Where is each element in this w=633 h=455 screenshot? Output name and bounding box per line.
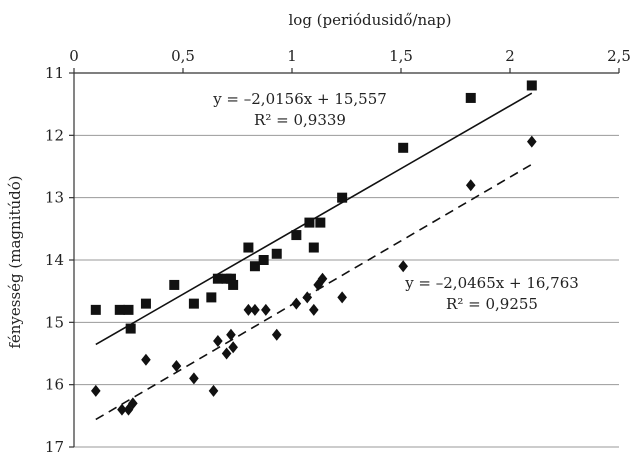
data-point-diamond (302, 291, 313, 304)
data-point-square (212, 273, 223, 284)
y-tick-label: 12 (45, 126, 64, 144)
data-point-square (315, 217, 326, 228)
data-point-square (206, 292, 217, 303)
data-point-diamond (317, 272, 328, 285)
data-point-square (90, 304, 101, 315)
y-tick-label: 17 (45, 438, 64, 455)
data-point-square (123, 304, 134, 315)
data-point-square (228, 279, 239, 290)
x-tick-label: 0 (69, 47, 79, 65)
data-point-diamond (261, 303, 271, 316)
data-point-diamond (213, 335, 223, 348)
y-axis-title: fényesség (magnitúdó) (6, 175, 24, 348)
data-point-square (258, 255, 269, 265)
data-point-square (225, 273, 236, 284)
grid-lines (74, 134, 619, 448)
data-point-diamond (337, 291, 347, 304)
data-point-square (140, 298, 151, 309)
x-tick-label: 1 (287, 47, 297, 65)
data-point-diamond (171, 359, 182, 372)
data-point-square (398, 142, 409, 153)
data-point-square (271, 248, 282, 259)
data-points (90, 80, 537, 416)
data-point-square (304, 217, 315, 228)
data-point-square (243, 242, 254, 253)
data-point-square (188, 298, 199, 309)
equation-label-series-2: y = –2,0465x + 16,763 (404, 274, 579, 292)
data-point-diamond (221, 347, 232, 360)
equation-label-series-1: y = –2,0156x + 15,557 (212, 90, 387, 108)
data-point-square (125, 323, 136, 334)
data-point-diamond (91, 384, 101, 397)
data-point-square (114, 304, 125, 315)
equations: y = –2,0156x + 15,557 R² = 0,9339 y = –2… (212, 90, 579, 313)
data-point-square (169, 279, 180, 290)
data-point-square (291, 230, 302, 241)
data-point-square (465, 92, 476, 103)
data-point-diamond (250, 303, 260, 316)
x-tick-label: 2,5 (607, 47, 631, 65)
data-point-diamond (271, 328, 282, 341)
data-point-diamond (465, 179, 476, 192)
y-tick-label: 15 (45, 313, 64, 331)
data-point-diamond (398, 260, 408, 273)
data-point-diamond (128, 397, 138, 410)
y-tick-labels: 11 12 13 14 15 16 17 (45, 64, 64, 455)
y-tick-label: 11 (45, 64, 64, 82)
x-tick-label: 0,5 (171, 47, 195, 65)
data-point-diamond (117, 403, 127, 416)
data-point-diamond (309, 303, 319, 316)
data-point-square (526, 80, 537, 91)
data-point-diamond (208, 384, 219, 397)
x-tick-label: 2 (505, 47, 515, 65)
x-axis-title: log (periódusidő/nap) (288, 11, 451, 29)
data-point-square (308, 242, 319, 253)
r2-label-series-1: R² = 0,9339 (254, 111, 346, 129)
x-tick-label: 1,5 (389, 47, 413, 65)
data-point-diamond (228, 341, 238, 354)
trend-line-series-2 (95, 163, 533, 421)
data-point-diamond (189, 372, 199, 385)
trend-lines (95, 92, 533, 421)
y-tick-label: 16 (45, 376, 64, 394)
data-point-square (249, 261, 260, 272)
data-point-diamond (141, 353, 151, 366)
data-point-square (337, 192, 348, 203)
y-tick-label: 14 (45, 251, 64, 269)
axes (69, 68, 620, 448)
data-point-diamond (243, 303, 254, 316)
y-tick-label: 13 (45, 189, 64, 207)
data-point-diamond (527, 135, 537, 148)
r2-label-series-2: R² = 0,9255 (446, 295, 538, 313)
x-tick-labels: 0 0,5 1 1,5 2 2,5 (69, 47, 631, 65)
data-point-diamond (226, 328, 236, 341)
data-point-diamond (291, 297, 302, 310)
